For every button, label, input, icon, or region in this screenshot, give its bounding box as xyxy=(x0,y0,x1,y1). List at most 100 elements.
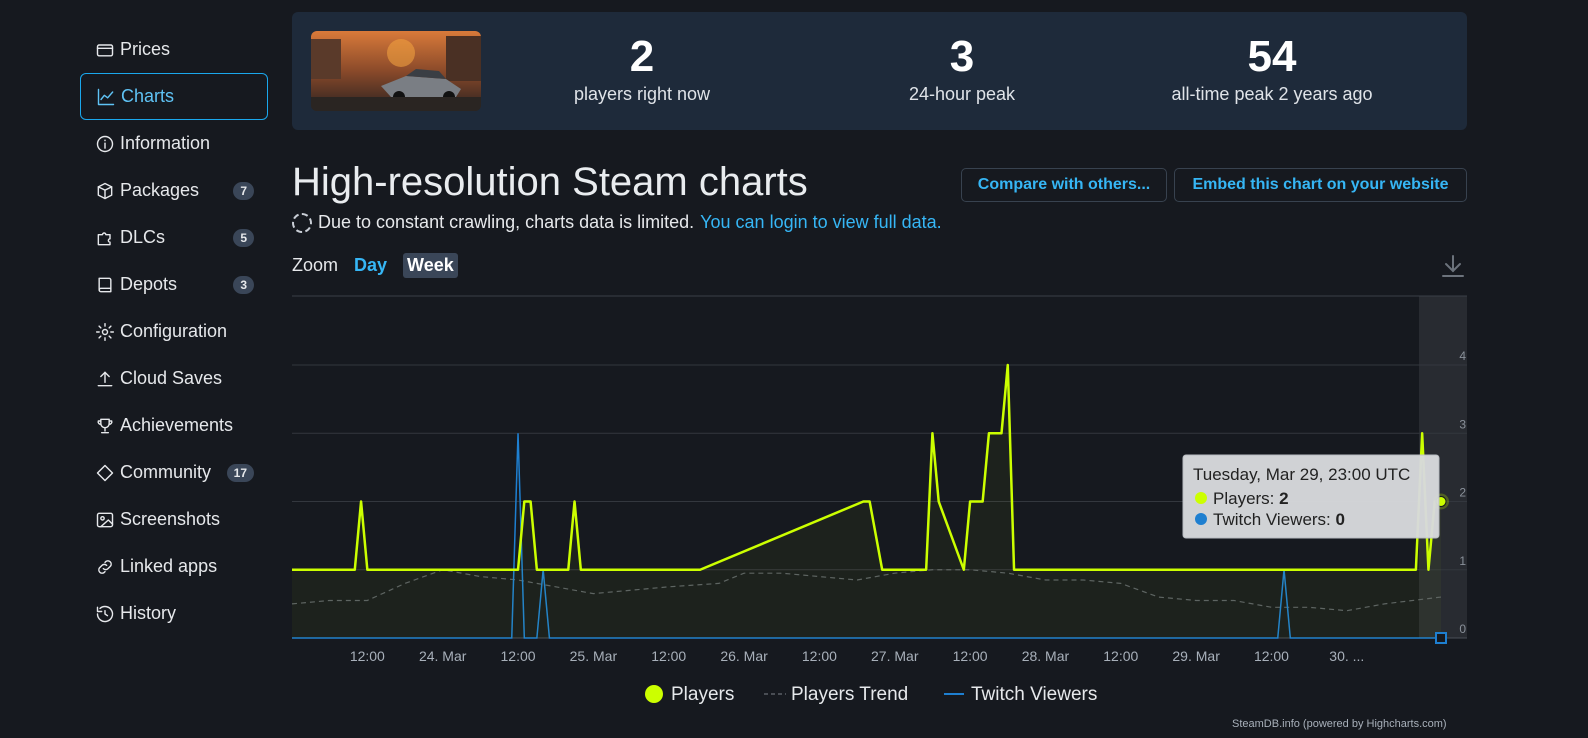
download-icon[interactable] xyxy=(1440,253,1466,279)
sidebar-item-configuration[interactable]: Configuration xyxy=(80,308,268,355)
tooltip-box xyxy=(1182,454,1440,539)
sidebar-item-history[interactable]: History xyxy=(80,590,268,637)
sidebar-item-prices[interactable]: Prices xyxy=(80,26,268,73)
book-icon xyxy=(94,274,116,296)
player-stats-panel: 2 players right now 3 24-hour peak 54 al… xyxy=(292,12,1467,130)
sidebar-item-charts[interactable]: Charts xyxy=(80,73,268,120)
players-now-label: players right now xyxy=(573,84,711,104)
tooltip-players-value: 2 xyxy=(1279,489,1288,508)
y-tick-label: 1 xyxy=(1459,554,1466,568)
x-tick-label: 27. Mar xyxy=(871,648,919,664)
sidebar-item-packages[interactable]: Packages 7 xyxy=(80,167,268,214)
tooltip-players-label: Players: xyxy=(1213,489,1279,508)
sidebar-item-label: Prices xyxy=(120,39,171,59)
trophy-icon xyxy=(94,415,116,437)
sidebar-item-label: DLCs xyxy=(120,227,166,247)
peak-24h-value: 3 xyxy=(949,32,975,81)
x-tick-label: 26. Mar xyxy=(720,648,768,664)
community-count-badge: 17 xyxy=(226,463,254,482)
tooltip-twitch-label: Twitch Viewers: xyxy=(1213,510,1336,529)
data-limit-notice: Due to constant crawling, charts data is… xyxy=(292,212,942,233)
peak-24h-label: 24-hour peak xyxy=(908,84,1016,104)
peak-24h-stat: 3 24-hour peak xyxy=(872,32,1052,105)
notice-text: Due to constant crawling, charts data is… xyxy=(318,212,695,232)
x-tick-label: 12:00 xyxy=(1103,648,1138,664)
sidebar-item-label: Screenshots xyxy=(120,509,221,529)
legend-trend-label: Players Trend xyxy=(791,684,908,705)
sidebar-item-cloud-saves[interactable]: Cloud Saves xyxy=(80,355,268,402)
y-tick-label: 0 xyxy=(1459,622,1466,636)
zoom-day-button[interactable]: Day xyxy=(354,255,388,275)
y-tick-label: 3 xyxy=(1459,417,1466,431)
puzzle-icon xyxy=(94,227,116,249)
all-time-peak-stat: 54 all-time peak 2 years ago xyxy=(1152,32,1392,105)
sidebar-item-label: Configuration xyxy=(120,321,228,341)
info-icon xyxy=(94,133,116,155)
sidebar-item-label: Packages xyxy=(120,180,200,200)
depots-count-badge: 3 xyxy=(233,275,254,294)
sidebar-item-label: Depots xyxy=(120,274,178,294)
sidebar-item-label: Achievements xyxy=(120,415,234,435)
zoom-label: Zoom xyxy=(292,255,339,275)
y-tick-label: 4 xyxy=(1459,349,1466,363)
legend-players-marker xyxy=(645,685,663,703)
sidebar-item-dlcs[interactable]: DLCs 5 xyxy=(80,214,268,261)
x-tick-label: 24. Mar xyxy=(419,648,467,664)
tooltip-players-dot xyxy=(1195,492,1207,504)
line-chart-icon xyxy=(95,86,117,108)
sidebar-item-label: Cloud Saves xyxy=(120,368,223,388)
x-tick-label: 29. Mar xyxy=(1172,648,1220,664)
tooltip-twitch: Twitch Viewers: 0 xyxy=(1213,510,1345,529)
series-line-players xyxy=(292,363,1441,571)
page-title: High-resolution Steam charts xyxy=(292,160,808,204)
login-link[interactable]: You can login to view full data. xyxy=(700,212,942,232)
tooltip-title: Tuesday, Mar 29, 23:00 UTC xyxy=(1193,465,1410,484)
x-tick-label: 25. Mar xyxy=(570,648,618,664)
link-icon xyxy=(94,556,116,578)
sidebar-item-label: Community xyxy=(120,462,212,482)
diamond-icon xyxy=(94,462,116,484)
hover-point-twitch xyxy=(1435,632,1447,644)
tooltip-players: Players: 2 xyxy=(1213,489,1289,508)
packages-count-badge: 7 xyxy=(233,181,254,200)
sidebar-item-screenshots[interactable]: Screenshots xyxy=(80,496,268,543)
sidebar-item-information[interactable]: Information xyxy=(80,120,268,167)
x-tick-label: 12:00 xyxy=(1254,648,1289,664)
sidebar-item-label: Charts xyxy=(121,86,175,106)
sidebar-item-label: Linked apps xyxy=(120,556,218,576)
sidebar-item-linked-apps[interactable]: Linked apps xyxy=(80,543,268,590)
image-icon xyxy=(94,509,116,531)
upload-icon xyxy=(94,368,116,390)
zoom-week-button[interactable]: Week xyxy=(403,253,458,278)
embed-chart-button[interactable]: Embed this chart on your website xyxy=(1174,168,1467,202)
series-line-players-trend xyxy=(291,569,1442,612)
x-tick-label: 28. Mar xyxy=(1022,648,1070,664)
all-time-peak-label: all-time peak 2 years ago xyxy=(1171,84,1373,104)
gear-icon xyxy=(94,321,116,343)
sidebar-item-achievements[interactable]: Achievements xyxy=(80,402,268,449)
zoom-controls: Zoom Day Week xyxy=(292,253,458,278)
sidebar-item-community[interactable]: Community 17 xyxy=(80,449,268,496)
all-time-peak-value: 54 xyxy=(1247,32,1297,81)
legend-players-label: Players xyxy=(671,684,734,705)
game-cover-image xyxy=(311,31,481,111)
chart-credit: SteamDB.info (powered by Highcharts.com) xyxy=(1232,718,1447,730)
x-tick-label: 12:00 xyxy=(953,648,988,664)
y-tick-label: 2 xyxy=(1459,486,1466,500)
sidebar-item-depots[interactable]: Depots 3 xyxy=(80,261,268,308)
tooltip-twitch-value: 0 xyxy=(1336,510,1345,529)
x-tick-label: 12:00 xyxy=(501,648,536,664)
players-now-value: 2 xyxy=(629,32,655,81)
sidebar: Prices Charts Information Packages 7 DLC… xyxy=(80,26,268,637)
players-now-stat: 2 players right now xyxy=(552,32,732,105)
tooltip-twitch-dot xyxy=(1195,513,1207,525)
x-tick-label: 30. ... xyxy=(1329,648,1364,664)
dlcs-count-badge: 5 xyxy=(233,228,254,247)
x-tick-label: 12:00 xyxy=(350,648,385,664)
x-tick-label: 12:00 xyxy=(802,648,837,664)
history-icon xyxy=(94,603,116,625)
compare-button[interactable]: Compare with others... xyxy=(961,168,1167,202)
wallet-icon xyxy=(94,39,116,61)
legend-twitch-label: Twitch Viewers xyxy=(971,684,1097,705)
